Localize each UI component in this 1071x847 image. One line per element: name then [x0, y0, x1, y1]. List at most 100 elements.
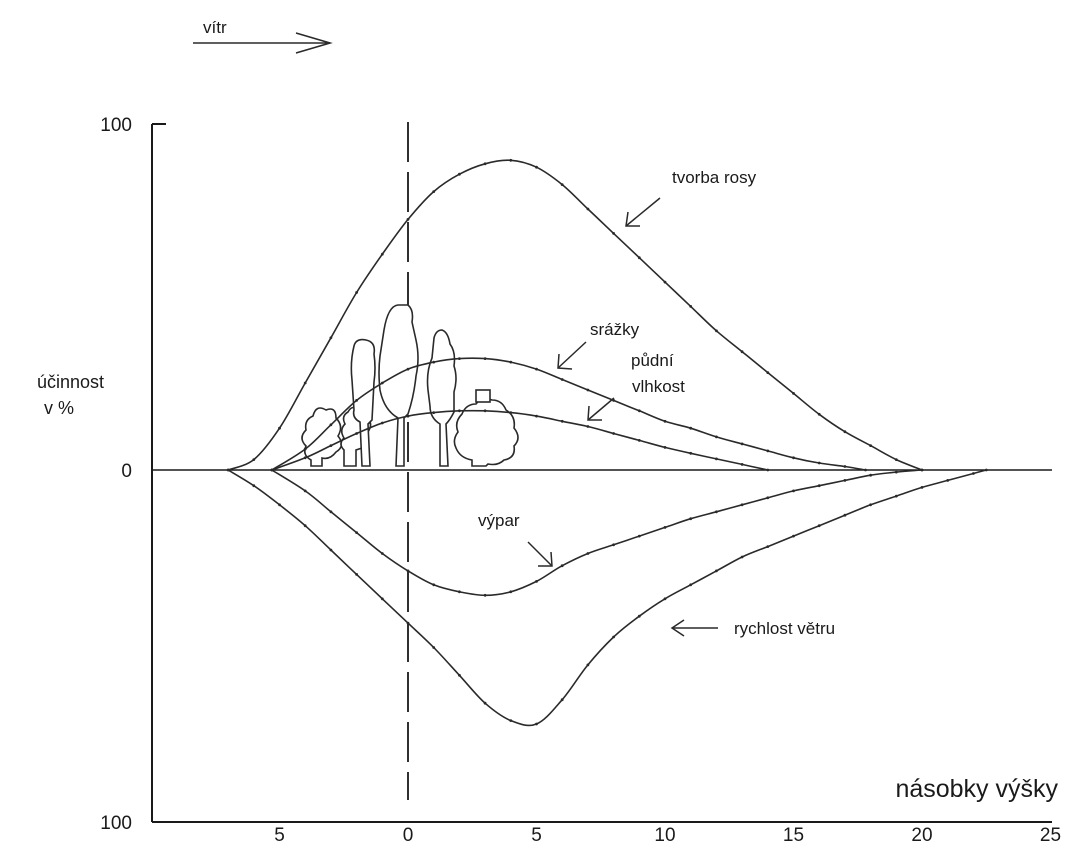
data-point-rychlost-vetru — [278, 503, 281, 507]
y-tick-label: 0 — [121, 461, 132, 482]
data-point-tvorba-rosy — [869, 444, 872, 447]
data-point-tvorba-rosy — [483, 162, 487, 166]
data-point-pudni-vlhkost — [560, 419, 564, 423]
data-point-srazky — [817, 461, 821, 465]
data-point-srazky — [458, 357, 461, 360]
data-point-vypar — [894, 470, 898, 474]
series-label-vypar: výpar — [478, 511, 520, 530]
y-axis-label-line-1: účinnost — [37, 372, 104, 392]
data-point-pudni-vlhkost — [612, 432, 615, 435]
data-point-vypar — [560, 564, 564, 568]
data-point-rychlost-vetru — [612, 635, 615, 639]
data-point-rychlost-vetru — [972, 472, 975, 475]
data-point-rychlost-vetru — [984, 468, 988, 472]
pointer-arrowhead-tvorba-rosy — [625, 211, 640, 227]
series-label-pudni-vlhkost-line-2: vlhkost — [632, 377, 685, 396]
data-point-srazky — [560, 378, 564, 381]
data-point-pudni-vlhkost — [689, 451, 693, 455]
data-point-tvorba-rosy — [380, 252, 384, 256]
data-point-tvorba-rosy — [894, 458, 898, 461]
data-point-rychlost-vetru — [252, 484, 256, 488]
data-point-tvorba-rosy — [792, 392, 795, 395]
data-point-vypar — [270, 468, 274, 472]
data-point-pudni-vlhkost — [715, 457, 718, 461]
data-point-pudni-vlhkost — [380, 421, 384, 425]
data-point-tvorba-rosy — [329, 336, 333, 340]
data-point-tvorba-rosy — [406, 218, 410, 221]
data-point-vypar — [637, 534, 641, 538]
data-point-rychlost-vetru — [483, 701, 487, 705]
windbreak-trees-illustration — [301, 304, 519, 467]
y-tick-label: 100 — [100, 115, 132, 136]
data-point-rychlost-vetru — [586, 663, 590, 667]
data-point-rychlost-vetru — [869, 503, 872, 507]
data-point-pudni-vlhkost — [535, 414, 538, 418]
data-point-srazky — [432, 360, 436, 364]
data-point-srazky — [766, 449, 770, 453]
data-point-rychlost-vetru — [355, 573, 358, 576]
data-point-rychlost-vetru — [509, 719, 513, 722]
series-layer — [226, 158, 988, 727]
data-point-tvorba-rosy — [586, 207, 590, 211]
x-tick-label: 5 — [274, 825, 285, 846]
data-point-vypar — [509, 590, 513, 594]
data-point-pudni-vlhkost — [432, 411, 436, 414]
data-point-tvorba-rosy — [560, 183, 564, 187]
data-point-tvorba-rosy — [740, 350, 744, 354]
data-point-pudni-vlhkost — [509, 411, 513, 414]
data-point-vypar — [380, 552, 384, 555]
data-point-rychlost-vetru — [766, 545, 770, 548]
data-point-srazky — [715, 435, 718, 439]
data-point-tvorba-rosy — [252, 458, 256, 461]
data-point-vypar — [355, 531, 358, 534]
data-point-rychlost-vetru — [894, 494, 898, 498]
pointer-arrow-srazky — [557, 341, 587, 369]
pointer-arrow-tvorba-rosy — [625, 197, 661, 227]
data-point-rychlost-vetru — [715, 569, 718, 573]
data-point-vypar — [689, 517, 693, 521]
data-point-pudni-vlhkost — [766, 468, 770, 472]
data-point-vypar — [432, 583, 436, 587]
data-point-srazky — [740, 442, 744, 446]
pointer-arrowhead-pudni-vlhkost — [587, 405, 602, 421]
data-point-tvorba-rosy — [458, 172, 461, 176]
data-point-srazky — [663, 419, 667, 423]
data-point-rychlost-vetru — [817, 524, 821, 528]
axis-ticks-layer: 5 0 5 10 15 20 25 100 0 100 — [100, 115, 1061, 846]
data-point-srazky — [637, 409, 641, 413]
pointer-arrowhead-vypar — [538, 551, 553, 567]
series-line-rychlost-vetru — [227, 469, 987, 727]
data-point-rychlost-vetru — [329, 548, 333, 552]
data-point-srazky — [329, 423, 333, 427]
data-point-srazky — [843, 465, 847, 468]
data-point-vypar — [792, 489, 795, 493]
data-point-pudni-vlhkost — [483, 409, 487, 413]
data-point-rychlost-vetru — [637, 614, 641, 618]
data-point-pudni-vlhkost — [740, 463, 744, 466]
data-point-rychlost-vetru — [560, 698, 564, 702]
data-point-vypar — [740, 503, 744, 507]
pointer-arrow-pudni-vlhkost — [587, 397, 615, 421]
data-point-srazky — [380, 381, 384, 385]
series-line-srazky — [271, 357, 866, 471]
data-point-srazky — [792, 456, 795, 460]
data-point-srazky — [355, 399, 358, 402]
data-point-srazky — [864, 468, 867, 472]
data-point-pudni-vlhkost — [406, 414, 410, 418]
data-point-vypar — [458, 590, 461, 594]
data-point-rychlost-vetru — [689, 583, 693, 587]
data-point-tvorba-rosy — [535, 165, 538, 169]
x-tick-label: 5 — [531, 825, 542, 846]
data-point-rychlost-vetru — [920, 486, 924, 489]
data-point-rychlost-vetru — [946, 479, 950, 482]
data-point-tvorba-rosy — [663, 280, 667, 284]
x-tick-label: 15 — [783, 825, 804, 846]
data-point-vypar — [766, 496, 770, 500]
wind-arrow — [193, 32, 333, 54]
data-point-rychlost-vetru — [535, 722, 538, 726]
pointer-arrowhead-srazky — [557, 353, 573, 370]
data-point-srazky — [303, 447, 307, 451]
data-point-vypar — [817, 484, 821, 488]
data-point-rychlost-vetru — [432, 646, 436, 649]
data-point-srazky — [586, 388, 590, 392]
